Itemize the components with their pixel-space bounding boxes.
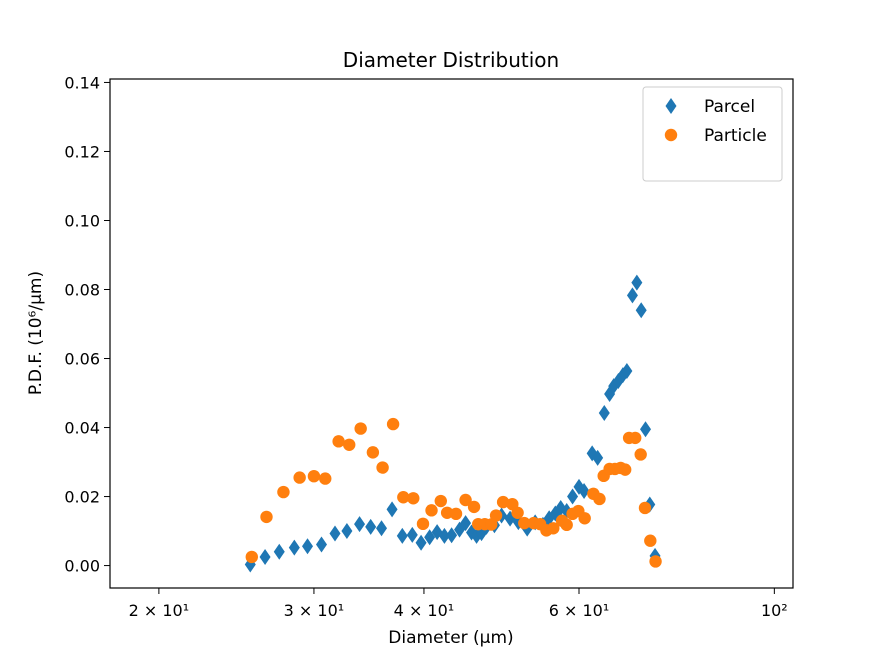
y-tick-label: 0.08 (64, 281, 100, 300)
legend-marker-particle (664, 128, 678, 142)
y-tick-label: 0.00 (64, 557, 100, 576)
particle-point (332, 435, 345, 448)
particle-point (518, 516, 531, 530)
parcel-point (438, 527, 450, 544)
parcel-point (386, 501, 398, 518)
particle-point (343, 438, 356, 451)
x-axis: 2 × 10¹ 3 × 10¹ 4 × 10¹ 6 × 10¹ 10² (129, 588, 788, 620)
legend: Parcel Particle (642, 86, 783, 182)
particle-point (319, 472, 332, 485)
parcel-point (578, 483, 590, 500)
legend-label: Parcel (704, 97, 755, 117)
parcel-point (460, 515, 472, 532)
parcel-point (631, 274, 643, 291)
chart-title: Diameter Distribution (343, 48, 559, 72)
parcel-point (504, 510, 516, 527)
particle-point (649, 555, 662, 568)
particle-point (467, 500, 481, 514)
plot-series (244, 274, 662, 573)
x-tick-label: 6 × 10¹ (549, 601, 610, 620)
parcel-point (396, 527, 408, 544)
particle-point (376, 461, 389, 474)
x-tick-label: 4 × 10¹ (394, 601, 455, 620)
particle-point (260, 510, 273, 524)
parcel-point (329, 525, 341, 542)
legend-box (642, 86, 783, 182)
parcel-point (415, 534, 427, 551)
legend-label: Particle (704, 126, 767, 146)
particle-point (245, 550, 258, 564)
y-axis-label: P.D.F. (10⁶/μm) (26, 271, 46, 395)
parcel-point (316, 536, 328, 553)
parcel-point (365, 518, 377, 535)
y-tick-label: 0.06 (64, 350, 100, 369)
parcel-point (354, 516, 366, 533)
y-tick-label: 0.04 (64, 419, 100, 438)
particle-point (547, 522, 560, 535)
parcel-point (567, 488, 579, 505)
particle-point (434, 494, 447, 508)
parcel-point (273, 543, 285, 560)
parcel-point (302, 538, 314, 555)
y-tick-label: 0.02 (64, 488, 100, 507)
particle-point (416, 517, 430, 531)
particle-point (386, 417, 400, 431)
particle-series (245, 417, 662, 568)
x-tick-label: 10² (761, 601, 788, 620)
legend-marker-parcel (665, 98, 677, 114)
y-tick-label: 0.10 (64, 211, 100, 230)
y-axis: 0.00 0.02 0.04 0.06 0.08 0.10 0.12 0.14 (64, 73, 110, 576)
particle-point (496, 495, 510, 509)
particle-point (629, 431, 642, 445)
particle-point (489, 509, 503, 522)
parcel-point (259, 548, 271, 565)
parcel-point (621, 362, 633, 379)
x-axis-label: Diameter (μm) (388, 628, 513, 648)
parcel-point (555, 499, 567, 516)
parcel-point (406, 526, 418, 543)
parcel-point (592, 449, 604, 466)
parcel-point (341, 523, 353, 540)
parcel-point (598, 405, 610, 422)
particle-point (511, 506, 524, 519)
x-tick-label: 3 × 10¹ (284, 601, 345, 620)
x-tick-label: 2 × 10¹ (129, 601, 190, 620)
particle-point (277, 485, 290, 499)
particle-point (397, 491, 410, 504)
particle-point (354, 422, 367, 435)
particle-point (366, 446, 380, 459)
particle-point (578, 512, 591, 525)
parcel-point (640, 421, 652, 438)
particle-point (560, 518, 573, 532)
particle-point (593, 492, 606, 506)
parcel-point (288, 539, 300, 556)
parcel-point (376, 520, 388, 537)
particle-point (407, 492, 420, 505)
particle-point (634, 448, 647, 461)
particle-point (459, 493, 472, 507)
parcel-point (626, 287, 638, 304)
particle-point (307, 469, 321, 483)
parcel-point (446, 527, 458, 544)
y-tick-label: 0.14 (64, 73, 100, 92)
plot-frame (109, 78, 794, 589)
particle-point (293, 471, 306, 484)
parcel-point (424, 529, 436, 546)
particle-point (638, 501, 652, 515)
particle-point (644, 534, 657, 547)
particle-point (425, 504, 438, 517)
parcel-point (635, 302, 647, 319)
particle-point (449, 507, 463, 521)
y-tick-label: 0.12 (64, 142, 100, 161)
particle-point (618, 463, 632, 476)
